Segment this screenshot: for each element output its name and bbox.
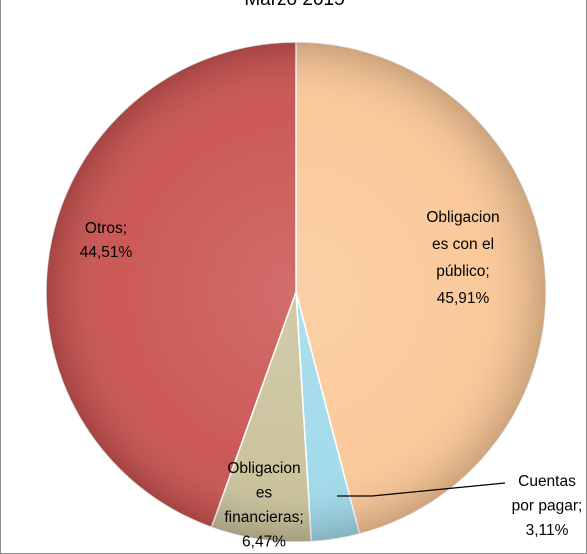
slice-label-2: Cuentas por pagar; 3,11% — [512, 473, 583, 539]
slice-label-3: Obligacion es financieras; 6,47% — [224, 460, 303, 551]
slice-label-line: es con el — [432, 236, 494, 253]
slice-label-line: Otros; — [85, 220, 127, 237]
slice-label-line: 44,51% — [80, 244, 133, 261]
slice-label-line: 3,11% — [526, 522, 569, 539]
slice-label-line: 45,91% — [437, 290, 490, 307]
slice-label-line: 6,47% — [242, 534, 286, 551]
slice-label-line: es — [256, 485, 273, 502]
leader-line — [337, 482, 506, 497]
slice-label-1: Obligacion es con el público; 45,91% — [426, 209, 499, 307]
pie-labels: Obligacion es con el público; 45,91% Cuentas… — [80, 209, 583, 551]
slice-label-line: Cuentas — [518, 473, 576, 490]
slice-label-line: Obligacion — [426, 209, 499, 226]
slice-label-line: público; — [436, 263, 489, 280]
slice-label-4: Otros; 44,51% — [80, 220, 133, 261]
slice-label-line: financieras; — [224, 509, 303, 526]
slice-label-line: Obligacion — [227, 460, 300, 477]
slice-label-line: por pagar; — [512, 498, 583, 515]
chart-title: Marzo 2015 — [1, 0, 587, 10]
